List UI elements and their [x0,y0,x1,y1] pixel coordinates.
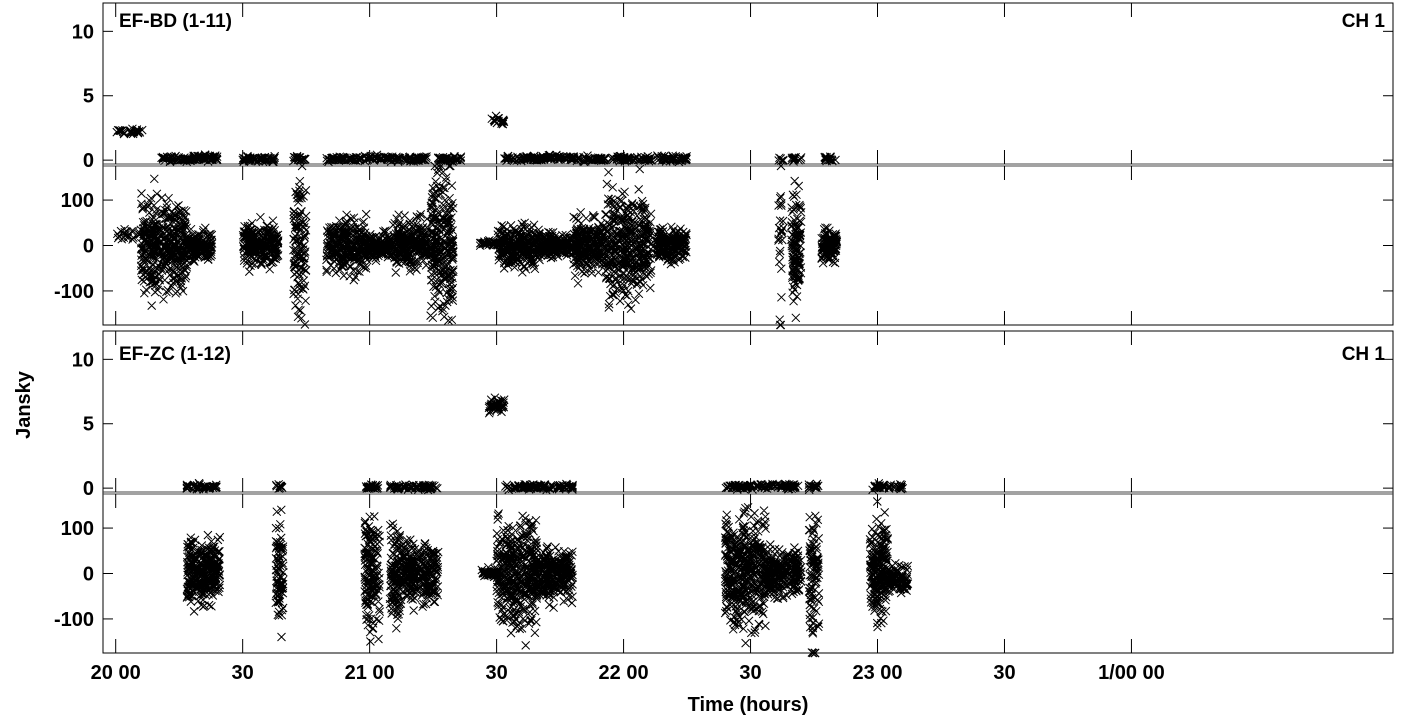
panel-2-amplitude-cluster-6 [484,393,509,418]
panel-1-amplitude-cluster-1 [112,125,129,139]
panel-1-phase-cluster-5 [289,161,311,329]
x-tick-label-7: 23 00 [852,662,902,684]
panel-1-phase-cluster-14 [601,164,656,313]
x-axis-tick-labels: 20 00 30 21 00 30 22 00 30 23 00 30 1/00 00 [91,662,1165,684]
panel-2-phase-ytick-label: 0 [83,564,94,586]
panel-1-amplitude-cluster-14 [572,151,610,166]
panel-1-phase-cluster-15 [652,222,691,269]
panel-1-phase-cluster-3 [182,223,217,266]
panel-2-amplitude-cluster-12 [868,479,889,495]
panel-1-amplitude-cluster-8 [360,150,405,166]
panel-1-phase-axis: -100 0 100 [54,190,1393,303]
panel-2-phase-points [182,497,913,658]
panel-1-amplitude-cluster-10 [433,151,466,166]
panel-1-phase-cluster-4 [238,212,283,276]
panel-1-amplitude-cluster-17 [774,153,788,166]
panel-1-amplitude-axis: 0 5 10 [72,21,1393,172]
panel-2-amplitude-cluster-10 [761,479,803,494]
panel-1-amplitude-cluster-9 [398,152,431,166]
panel-1-amplitude-points [112,111,840,167]
panel-1-amplitude-ytick-label: 5 [83,86,94,108]
x-tick-label-1: 20 00 [91,662,141,684]
panel-1-amplitude-cluster-7 [322,152,366,167]
panel-1-amplitude-cluster-4 [190,150,222,166]
panel-2-amplitude-cluster-1 [182,478,221,494]
panel-1-phase-ytick-label: 100 [61,190,94,212]
x-tick-label-9: 1/00 00 [1098,662,1165,684]
panel-2-phase-cluster-3 [360,512,385,646]
x-tick-label-3: 21 00 [345,662,395,684]
panel-1-phase-cluster-12 [535,227,578,263]
panel-1-phase-ytick-label: 0 [83,236,94,258]
panel-1-amplitude-cluster-6 [289,151,310,166]
panel-1-amplitude-cluster-15 [606,151,656,166]
y-axis-label: Jansky [13,370,35,439]
panel-1-amplitude-cluster-18 [787,152,806,166]
panel-2-amplitude-cluster-8 [538,479,577,495]
panel-2-amplitude-points [182,393,908,495]
panel-2-phase-cluster-5 [395,535,443,615]
panel-2-amplitude-ytick-label: 5 [83,414,94,436]
panel-1-phase-cluster-13 [568,207,610,288]
panel-1-phase-ytick-label: -100 [54,281,94,303]
panel-1-amplitude-cluster-11 [487,111,509,129]
panel-1-phase-points [112,161,842,330]
panel-1-amplitude-cluster-13 [538,150,579,165]
panel-2-amplitude-cluster-4 [385,480,404,494]
panel-1-amplitude-cluster-16 [653,151,691,167]
x-axis-label: Time (hours) [688,694,809,716]
x-tick-label-2: 30 [232,662,254,684]
panel-1-phase-cluster-16 [774,161,788,330]
panel-2-phase-cluster-12 [865,497,892,632]
panel-baseline-1: EF-BD (1-11) CH 1 0 5 10 -100 0 100 [54,2,1394,330]
panel-1-amplitude-cluster-19 [820,152,840,166]
panel-1-phase-cluster-18 [817,223,842,268]
panel-1-phase-cluster-11 [492,218,544,277]
panel-1-baseline-label: EF-BD (1-11) [119,11,232,32]
panel-2-phase-ytick-label: 100 [61,518,94,540]
panel-1-phase-cluster-8 [388,210,433,277]
panel-baseline-2: EF-ZC (1-12) CH 1 0 5 10 -100 0 100 [54,330,1394,658]
panel-2-amplitude-cluster-3 [361,480,383,494]
x-tick-label-5: 22 00 [599,662,649,684]
panel-2-amplitude-cluster-9 [721,479,770,494]
panel-2-phase-cluster-9 [720,502,771,648]
panel-2-phase-cluster-13 [883,558,913,598]
panel-2-amplitude-cluster-5 [399,480,442,495]
panel-2-phase-cluster-10 [761,540,806,603]
panel-2-amplitude-ytick-label: 0 [83,478,94,500]
panel-2-channel-label: CH 1 [1342,344,1386,365]
panel-1-phase-cluster-9 [426,161,458,325]
panel-2-phase-cluster-8 [532,542,577,613]
panel-1-phase-cluster-6 [322,209,372,285]
panel-2-phase-cluster-6 [477,562,500,582]
panel-1-phase-cluster-17 [787,176,806,323]
panel-1-channel-label: CH 1 [1342,11,1386,32]
panel-2-phase-axis: -100 0 100 [54,518,1393,631]
panel-1-amplitude-cluster-5 [238,151,280,167]
panel-2-baseline-label: EF-ZC (1-12) [119,344,231,365]
panel-2-phase-cluster-11 [804,511,824,658]
panel-1-phase-cluster-2 [136,174,192,310]
panel-2-phase-cluster-2 [271,505,288,642]
panel-2-amplitude-ytick-label: 10 [72,349,94,371]
panel-2-amplitude-cluster-11 [804,479,823,494]
panel-1-phase-cluster-7 [362,226,397,266]
panel-1-amplitude-cluster-2 [125,124,147,139]
panel-2-phase-ytick-label: -100 [54,609,94,631]
x-tick-label-8: 30 [993,662,1015,684]
panel-2-amplitude-cluster-13 [884,480,908,494]
x-tick-label-4: 30 [485,662,507,684]
panel-1-amplitude-ytick-label: 0 [83,150,94,172]
x-tick-label-6: 30 [739,662,761,684]
panel-2-phase-cluster-1 [182,530,225,616]
panel-2-amplitude-axis: 0 5 10 [72,349,1393,500]
panel-2-amplitude-cluster-2 [271,479,287,493]
panel-1-amplitude-ytick-label: 10 [72,21,94,43]
